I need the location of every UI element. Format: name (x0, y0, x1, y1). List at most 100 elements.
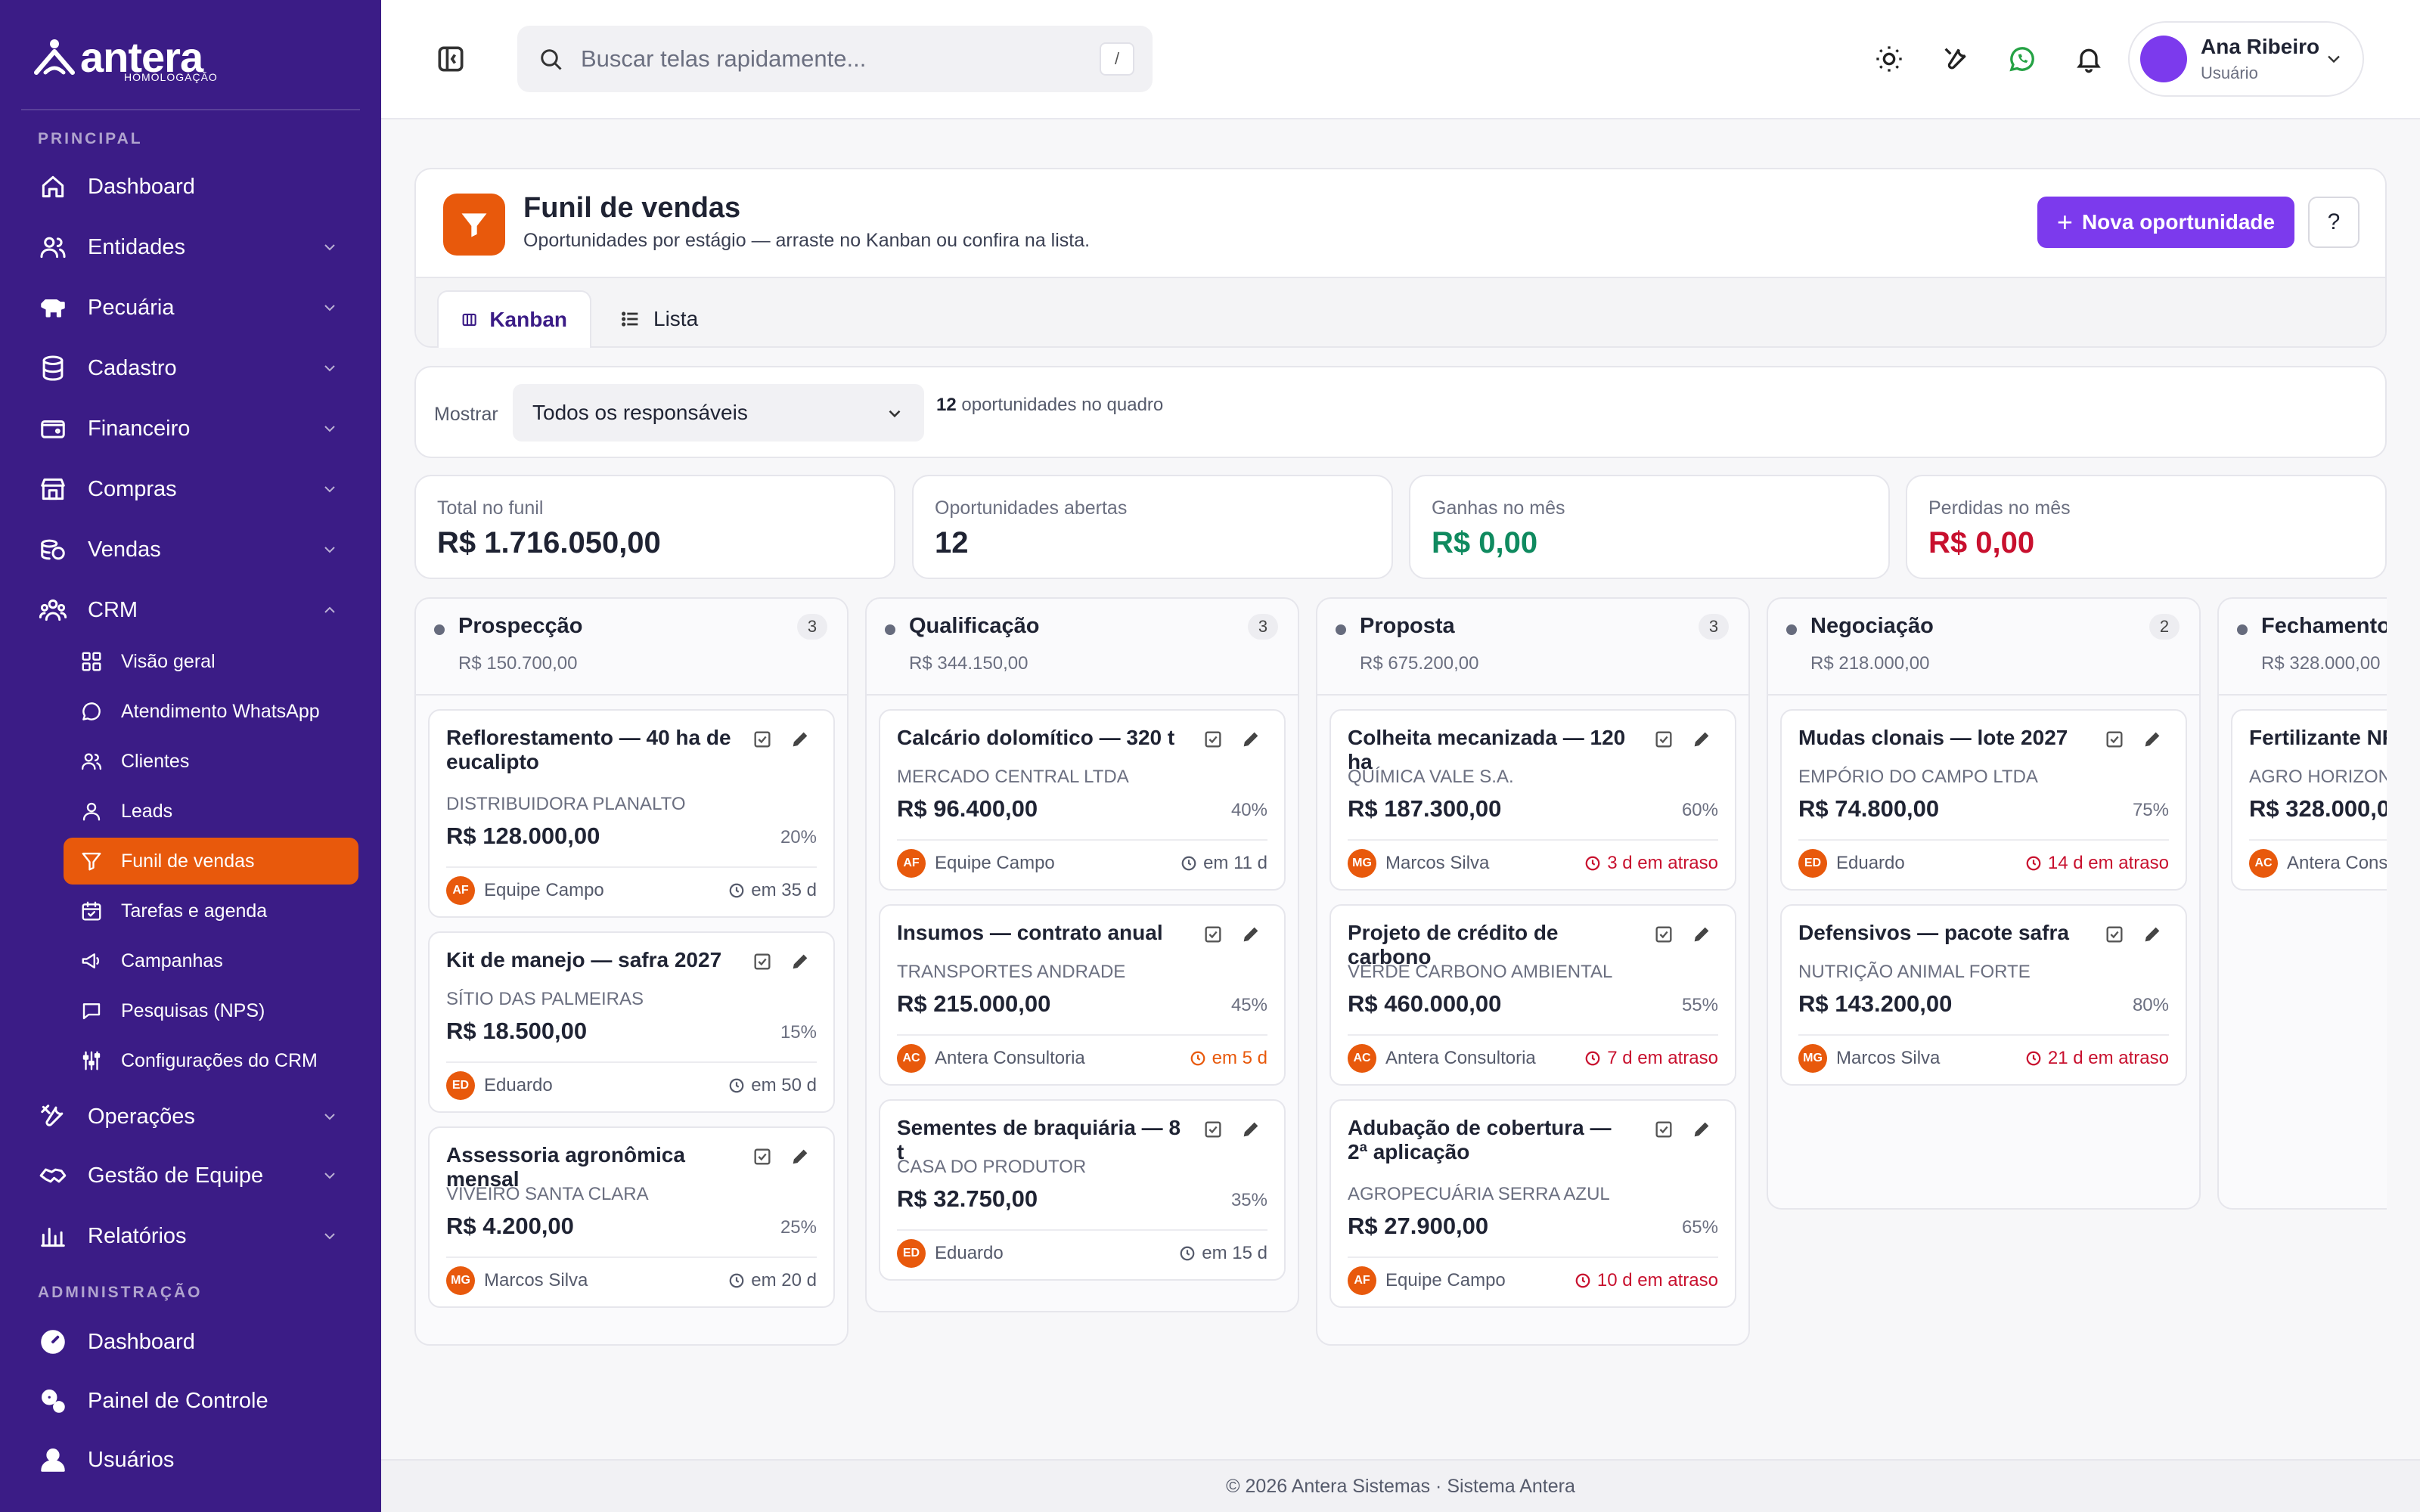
whatsapp-icon[interactable] (2004, 41, 2040, 77)
sidebar-subitem-visao-geral[interactable]: Visão geral (64, 638, 358, 685)
chevron-down-icon (2328, 55, 2340, 64)
tab-lista[interactable]: Lista (597, 290, 721, 348)
pencil-icon[interactable] (1691, 1119, 1712, 1140)
pencil-icon[interactable] (790, 729, 811, 750)
sidebar-toggle-icon[interactable] (434, 42, 467, 76)
sidebar-item-gestao-de-equipe[interactable]: Gestão de Equipe (21, 1151, 358, 1201)
check-square-icon[interactable] (1202, 1119, 1224, 1140)
check-square-icon[interactable] (2104, 729, 2125, 750)
sidebar-item-vendas[interactable]: Vendas (21, 525, 358, 575)
chevron-down-icon (324, 426, 335, 432)
column-dot (1336, 624, 1346, 635)
tab-kanban[interactable]: Kanban (437, 290, 591, 348)
store-icon (38, 474, 68, 504)
deal-due: em 50 d (728, 1075, 817, 1096)
deal-footer: ED Eduardo 14 d em atraso (1798, 848, 2169, 878)
sidebar-item-cadastro[interactable]: Cadastro (21, 343, 358, 393)
deal-card[interactable]: Calcário dolomítico — 320 t MERCADO CENTR… (879, 709, 1286, 891)
deal-card[interactable]: Colheita mecanizada — 120 ha QUÍMICA VALE… (1329, 709, 1736, 891)
pencil-icon[interactable] (790, 951, 811, 972)
deal-card[interactable]: Mudas clonais — lote 2027 EMPÓRIO DO CAMP… (1780, 709, 2187, 891)
sidebar-item-compras[interactable]: Compras (21, 464, 358, 514)
sidebar-subitem-atendimento-whatsapp[interactable]: Atendimento WhatsApp (64, 688, 358, 735)
deal-owner: Eduardo (484, 1075, 553, 1095)
owner-select[interactable]: Todos os responsáveis (513, 384, 924, 442)
sidebar-subitem-pesquisas-nps[interactable]: Pesquisas (NPS) (64, 987, 358, 1034)
pencil-icon[interactable] (2142, 729, 2163, 750)
deal-footer: AF Equipe Campo 10 d em atraso (1348, 1266, 1718, 1296)
check-square-icon[interactable] (1653, 924, 1674, 945)
deal-card[interactable]: Adubação de cobertura — 2ª aplicação AGRO… (1329, 1099, 1736, 1308)
sidebar-subitem-leads[interactable]: Leads (64, 788, 358, 835)
deal-card[interactable]: Projeto de crédito de carbono VERDE CARBO… (1329, 904, 1736, 1086)
pencil-icon[interactable] (1691, 729, 1712, 750)
column-count: 2 (2149, 614, 2180, 640)
column-name: Qualificação (909, 614, 1040, 638)
sidebar-subitem-label: Leads (121, 800, 173, 822)
sidebar-item-label: Operações (88, 1104, 195, 1129)
deal-card[interactable]: Fertilizante NPK AGRO HORIZONTE R$ 328.000… (2231, 709, 2387, 891)
deal-organization: VERDE CARBONO AMBIENTAL (1348, 962, 1613, 982)
check-square-icon[interactable] (752, 1146, 773, 1167)
sidebar-subitem-clientes[interactable]: Clientes (64, 738, 358, 785)
cogs-icon (38, 1386, 68, 1416)
deal-value: R$ 96.400,00 (897, 795, 1038, 822)
deal-title: Colheita mecanizada — 120 ha (1348, 726, 1626, 773)
sidebar-item-financeiro[interactable]: Financeiro (21, 404, 358, 454)
check-square-icon[interactable] (1653, 1119, 1674, 1140)
deal-card[interactable]: Reflorestamento — 40 ha de eucalipto DIST… (428, 709, 835, 918)
check-square-icon[interactable] (1653, 729, 1674, 750)
new-opportunity-button[interactable]: + Nova oportunidade (2037, 197, 2294, 248)
pencil-icon[interactable] (2142, 924, 2163, 945)
sidebar-item-crm[interactable]: CRM (21, 585, 358, 635)
pencil-icon[interactable] (1691, 924, 1712, 945)
tools-icon[interactable] (1938, 41, 1974, 77)
sidebar-admin-dashboard[interactable]: Dashboard (21, 1317, 358, 1367)
check-square-icon[interactable] (1202, 729, 1224, 750)
deal-probability: 80% (2132, 995, 2169, 1015)
sidebar-item-label: Vendas (88, 537, 161, 562)
database-icon (38, 353, 68, 383)
pencil-icon[interactable] (1240, 729, 1261, 750)
search-shortcut: / (1100, 42, 1134, 76)
deal-due-text: em 20 d (751, 1270, 817, 1290)
pencil-icon[interactable] (1240, 1119, 1261, 1140)
sidebar-admin-painel-de-controle[interactable]: Painel de Controle (21, 1376, 358, 1426)
bell-icon[interactable] (2071, 41, 2107, 77)
sidebar-subitem-label: Atendimento WhatsApp (121, 700, 320, 722)
pencil-icon[interactable] (790, 1146, 811, 1167)
user-menu[interactable]: Ana Ribeiro Usuário (2128, 21, 2364, 97)
deal-due-text: em 5 d (1212, 1048, 1267, 1068)
help-button[interactable]: ? (2308, 197, 2360, 248)
owner-select-value: Todos os responsáveis (532, 401, 748, 424)
check-square-icon[interactable] (752, 729, 773, 750)
sidebar-subitem-configuracoes-do-crm[interactable]: Configurações do CRM (64, 1037, 358, 1084)
search-input[interactable]: Buscar telas rapidamente... / (517, 26, 1153, 92)
calendar-check-icon (80, 900, 103, 922)
deal-card[interactable]: Defensivos — pacote safra NUTRIÇÃO ANIMAL… (1780, 904, 2187, 1086)
opportunity-count-suffix: oportunidades no quadro (961, 395, 1164, 415)
deal-card[interactable]: Insumos — contrato anual TRANSPORTES ANDR… (879, 904, 1286, 1086)
deal-card[interactable]: Assessoria agronômica mensal VIVEIRO SANT… (428, 1126, 835, 1308)
column-dot (2237, 624, 2248, 635)
sidebar-subitem-funil-de-vendas[interactable]: Funil de vendas (64, 838, 358, 885)
sun-icon[interactable] (1871, 41, 1907, 77)
sidebar-item-dashboard[interactable]: Dashboard (21, 162, 358, 212)
deal-title: Reflorestamento — 40 ha de eucalipto (446, 726, 731, 773)
sidebar-item-operacoes[interactable]: Operações (21, 1092, 358, 1142)
sidebar-item-entidades[interactable]: Entidades (21, 222, 358, 272)
deal-card[interactable]: Sementes de braquiária — 8 t CASA DO PROD… (879, 1099, 1286, 1281)
sidebar-admin-usuarios[interactable]: Usuários (21, 1435, 358, 1485)
deal-card[interactable]: Kit de manejo — safra 2027 SÍTIO DAS PALM… (428, 931, 835, 1113)
check-square-icon[interactable] (1202, 924, 1224, 945)
brand-logo[interactable]: antera HOMOLOGAÇÃO (33, 36, 217, 83)
sidebar-subitem-campanhas[interactable]: Campanhas (64, 937, 358, 984)
sidebar-subitem-tarefas-e-agenda[interactable]: Tarefas e agenda (64, 888, 358, 934)
sidebar-item-pecuaria[interactable]: Pecuária (21, 283, 358, 333)
pencil-icon[interactable] (1240, 924, 1261, 945)
check-square-icon[interactable] (2104, 924, 2125, 945)
sidebar-item-relatorios[interactable]: Relatórios (21, 1211, 358, 1261)
owner-avatar: AF (446, 876, 475, 905)
deal-organization: AGROPECUÁRIA SERRA AZUL (1348, 1184, 1610, 1204)
check-square-icon[interactable] (752, 951, 773, 972)
